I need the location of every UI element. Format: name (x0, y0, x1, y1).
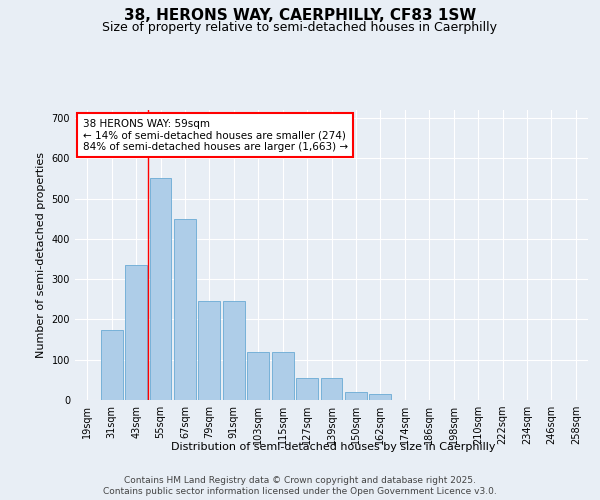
Bar (247, 352, 269, 400)
Bar (272, 352, 293, 400)
Text: Size of property relative to semi-detached houses in Caerphilly: Size of property relative to semi-detach… (103, 21, 497, 34)
Bar (345, 392, 367, 400)
Bar (296, 378, 318, 400)
Text: Distribution of semi-detached houses by size in Caerphilly: Distribution of semi-detached houses by … (171, 442, 495, 452)
Bar (174, 219, 196, 400)
Bar (125, 265, 147, 400)
Bar (101, 330, 122, 400)
Bar (370, 394, 391, 400)
Text: Contains public sector information licensed under the Open Government Licence v3: Contains public sector information licen… (103, 488, 497, 496)
Bar (320, 378, 343, 400)
Bar (199, 302, 220, 400)
Text: 38, HERONS WAY, CAERPHILLY, CF83 1SW: 38, HERONS WAY, CAERPHILLY, CF83 1SW (124, 8, 476, 22)
Text: Contains HM Land Registry data © Crown copyright and database right 2025.: Contains HM Land Registry data © Crown c… (124, 476, 476, 485)
Text: 38 HERONS WAY: 59sqm
← 14% of semi-detached houses are smaller (274)
84% of semi: 38 HERONS WAY: 59sqm ← 14% of semi-detac… (83, 118, 348, 152)
Bar (149, 178, 172, 400)
Y-axis label: Number of semi-detached properties: Number of semi-detached properties (36, 152, 46, 358)
Bar (223, 302, 245, 400)
